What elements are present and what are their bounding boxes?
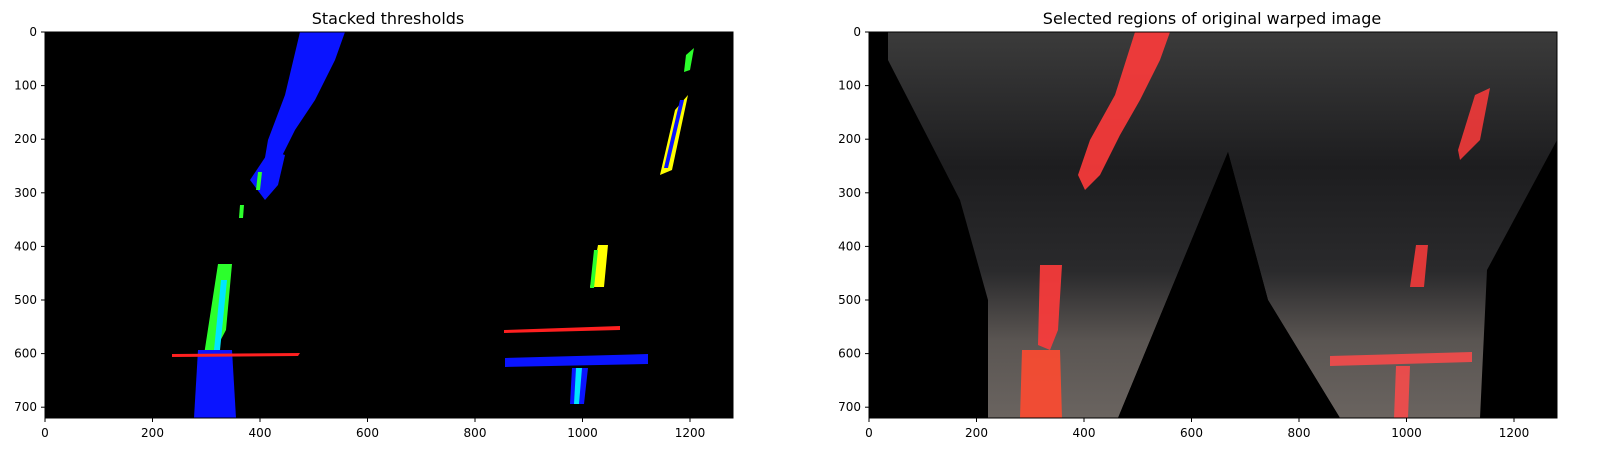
left-lane-overlay-bottom — [1020, 350, 1062, 418]
panel-title-left: Stacked thresholds — [312, 9, 465, 28]
left-y-tick-label: 500 — [14, 293, 37, 307]
center-black-region — [1118, 152, 1340, 418]
left-axes-frame — [44, 31, 734, 419]
right-y-axis: 0 100 200 300 400 500 600 700 — [838, 25, 869, 414]
threshold-image — [45, 32, 733, 418]
left-x-tick-label: 1000 — [567, 426, 598, 440]
left-horizontal-red — [172, 353, 300, 357]
left-y-tick-label: 0 — [29, 25, 37, 39]
right-lane-green-lower — [590, 250, 598, 288]
left-lane-overlay-lower — [1038, 265, 1062, 350]
right-y-tick-label: 500 — [838, 293, 861, 307]
left-lane-green-upper — [256, 172, 262, 190]
right-x-tick-label: 1000 — [1391, 426, 1422, 440]
left-x-tick-label: 800 — [464, 426, 487, 440]
right-y-tick-label: 300 — [838, 186, 861, 200]
left-y-tick-label: 200 — [14, 132, 37, 146]
right-horizontal-blue — [505, 354, 648, 367]
right-lane-green-top — [684, 48, 694, 72]
left-y-tick-label: 700 — [14, 400, 37, 414]
right-y-tick-label: 400 — [838, 239, 861, 253]
left-x-axis: 0 200 400 600 800 1000 1200 — [41, 418, 705, 440]
left-lane-blue-upper — [262, 32, 345, 190]
right-lane-cyan-lower — [574, 368, 582, 404]
right-panel: Selected regions of original warped imag… — [838, 9, 1558, 440]
left-lane-blue-bottom — [194, 350, 236, 418]
right-y-tick-label: 100 — [838, 79, 861, 93]
right-x-tick-label: 800 — [1288, 426, 1311, 440]
left-x-tick-label: 200 — [141, 426, 164, 440]
right-horizontal-red — [504, 326, 620, 333]
right-x-tick-label: 600 — [1180, 426, 1203, 440]
left-y-tick-label: 100 — [14, 79, 37, 93]
right-x-tick-label: 1200 — [1499, 426, 1530, 440]
left-x-tick-label: 600 — [356, 426, 379, 440]
left-panel: Stacked thresholds — [14, 9, 734, 440]
right-y-tick-label: 700 — [838, 400, 861, 414]
right-y-tick-label: 200 — [838, 132, 861, 146]
right-y-tick-label: 600 — [838, 347, 861, 361]
right-x-tick-label: 200 — [965, 426, 988, 440]
left-x-tick-label: 400 — [249, 426, 272, 440]
right-x-tick-label: 0 — [865, 426, 873, 440]
left-x-tick-label: 1200 — [675, 426, 706, 440]
threshold-lane-pixels — [172, 32, 694, 418]
right-x-tick-label: 400 — [1073, 426, 1096, 440]
right-horizontal-overlay — [1330, 352, 1472, 366]
left-y-tick-label: 300 — [14, 186, 37, 200]
left-lane-green-dot — [239, 205, 244, 218]
right-lane-overlay-bottom — [1394, 366, 1410, 418]
left-y-axis: 0 100 200 300 400 500 600 700 — [14, 25, 45, 414]
left-lane-cyan-lower — [214, 280, 227, 350]
right-y-tick-label: 0 — [853, 25, 861, 39]
right-x-axis: 0 200 400 600 800 1000 1200 — [865, 418, 1529, 440]
left-y-tick-label: 600 — [14, 347, 37, 361]
right-lane-overlay-lower — [1410, 245, 1428, 287]
right-lane-blue-upper — [664, 100, 684, 168]
left-x-tick-label: 0 — [41, 426, 49, 440]
left-y-tick-label: 400 — [14, 239, 37, 253]
right-lane-overlay-upper — [1458, 88, 1490, 160]
overlay-lane-pixels — [1020, 32, 1490, 418]
left-lane-overlay-upper — [1078, 32, 1170, 190]
right-axes-frame — [868, 31, 1558, 419]
panel-title-right: Selected regions of original warped imag… — [1043, 9, 1381, 28]
